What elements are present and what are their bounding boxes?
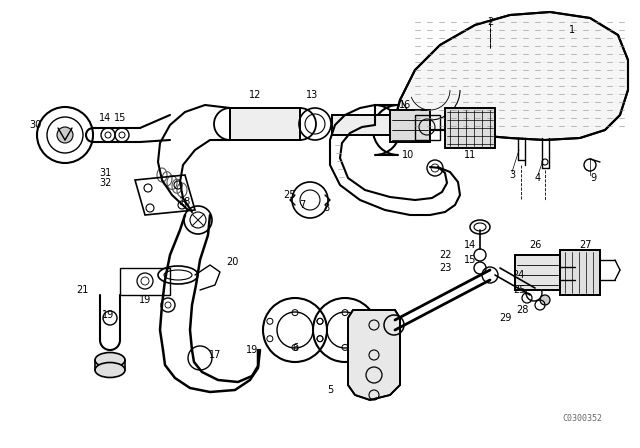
Polygon shape [515, 255, 560, 290]
Text: 23: 23 [439, 263, 451, 273]
Text: 27: 27 [579, 240, 591, 250]
Text: 16: 16 [399, 100, 411, 110]
Polygon shape [445, 108, 495, 148]
Text: 29: 29 [499, 313, 511, 323]
Polygon shape [348, 310, 400, 400]
Text: 24: 24 [512, 270, 524, 280]
Text: 14: 14 [464, 240, 476, 250]
Text: 18: 18 [179, 197, 191, 207]
Text: 5: 5 [327, 385, 333, 395]
Circle shape [540, 295, 550, 305]
Text: 2: 2 [487, 17, 493, 27]
Text: 15: 15 [114, 113, 126, 123]
Text: 31: 31 [99, 168, 111, 178]
Ellipse shape [95, 353, 125, 367]
Text: 30: 30 [29, 120, 41, 130]
Text: 28: 28 [516, 305, 528, 315]
Polygon shape [560, 250, 600, 295]
Polygon shape [392, 12, 628, 140]
Text: 3: 3 [509, 170, 515, 180]
Text: 22: 22 [439, 250, 451, 260]
Text: 20: 20 [226, 257, 238, 267]
Text: 19: 19 [102, 310, 114, 320]
Text: 32: 32 [99, 178, 111, 188]
Polygon shape [332, 115, 390, 135]
Text: 17: 17 [209, 350, 221, 360]
Text: 11: 11 [464, 150, 476, 160]
Text: 19: 19 [246, 345, 258, 355]
Text: 12: 12 [249, 90, 261, 100]
Text: 4: 4 [535, 173, 541, 183]
Text: 9: 9 [590, 173, 596, 183]
Polygon shape [390, 110, 430, 142]
Text: 6: 6 [292, 343, 298, 353]
Text: 25: 25 [514, 285, 526, 295]
Text: 15: 15 [464, 255, 476, 265]
Text: 26: 26 [529, 240, 541, 250]
Text: C0300352: C0300352 [562, 414, 602, 422]
Text: 25: 25 [284, 190, 296, 200]
Text: 8: 8 [323, 203, 329, 213]
Text: 13: 13 [306, 90, 318, 100]
Polygon shape [230, 108, 300, 140]
Text: 1: 1 [569, 25, 575, 35]
Text: 14: 14 [99, 113, 111, 123]
Text: 10: 10 [402, 150, 414, 160]
Text: 7: 7 [299, 200, 305, 210]
Circle shape [57, 127, 73, 143]
Ellipse shape [95, 362, 125, 378]
Text: 19: 19 [139, 295, 151, 305]
Text: 21: 21 [76, 285, 88, 295]
